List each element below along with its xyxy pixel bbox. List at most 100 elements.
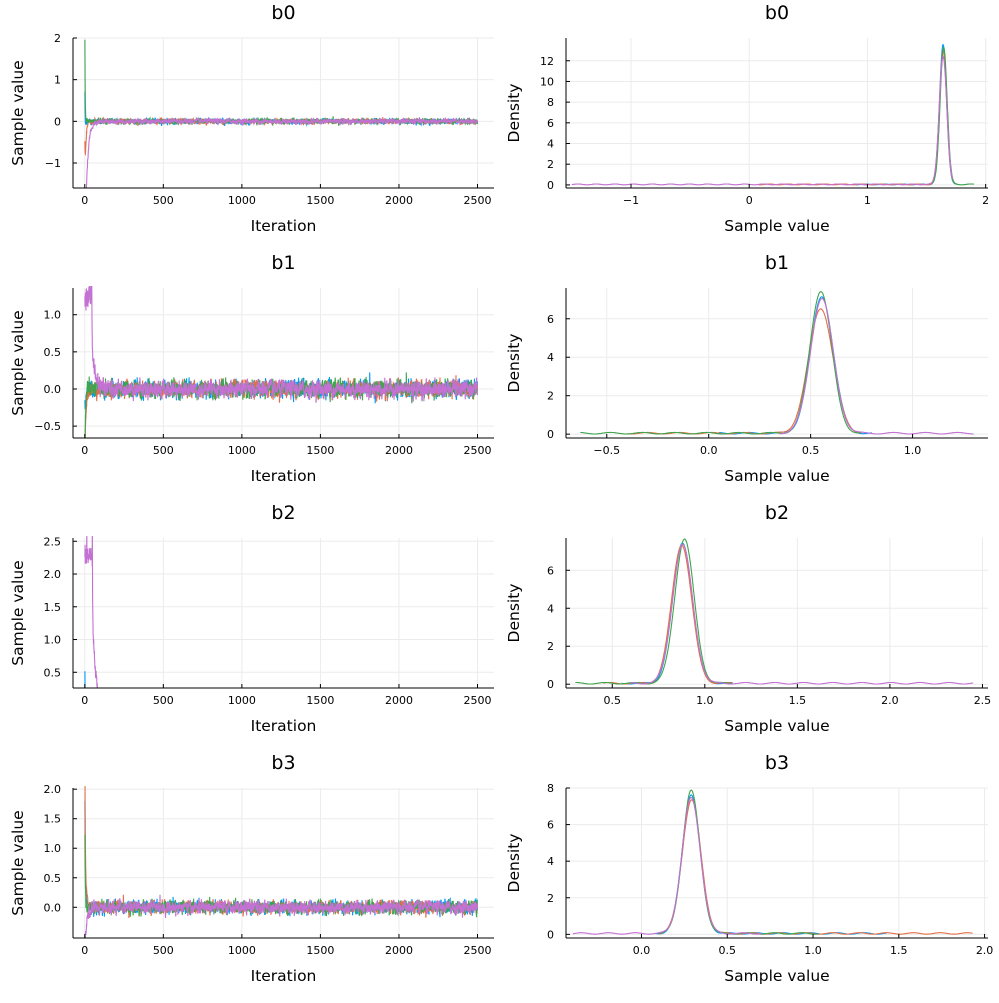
series-chain-3 xyxy=(84,39,478,127)
panel-density-b1: −0.5 0.0 0.5 1.0 0 2 4 6 b1 Sample value Density xyxy=(505,252,988,485)
y-axis-label: Density xyxy=(505,84,523,143)
y-tick-label: 2.0 xyxy=(44,568,62,581)
x-tick-label: 2000 xyxy=(385,944,413,957)
panel-title: b0 xyxy=(765,2,789,24)
series-chain-3 xyxy=(575,538,733,685)
series-chain-4 xyxy=(84,894,479,938)
x-tick-label: −1 xyxy=(623,194,639,207)
y-tick-label: 0 xyxy=(547,179,554,192)
y-tick-label: 6 xyxy=(547,117,554,130)
x-tick-label: 0 xyxy=(81,194,88,207)
x-axis-label: Iteration xyxy=(251,717,317,735)
x-tick-label: 0 xyxy=(81,944,88,957)
x-tick-label: 0 xyxy=(81,694,88,707)
x-axis-label: Sample value xyxy=(724,467,829,485)
series-chain-2 xyxy=(627,308,862,435)
series-chain-2 xyxy=(758,50,958,186)
y-tick-label: 2 xyxy=(547,390,554,403)
y-tick-label: 2 xyxy=(54,32,61,45)
x-tick-label: −0.5 xyxy=(593,444,620,457)
y-tick-label: 0 xyxy=(54,115,61,128)
x-axis-label: Iteration xyxy=(251,967,317,985)
y-tick-label: 12 xyxy=(540,55,554,68)
y-tick-label: 8 xyxy=(547,96,554,109)
y-axis-label: Density xyxy=(505,334,523,393)
panel-trace-b2: 0 500 1000 1500 2000 2500 0.5 1.0 1.5 2.0 2.5 b2 Ite… xyxy=(9,502,494,735)
x-tick-label: 1500 xyxy=(306,444,334,457)
x-tick-label: 1500 xyxy=(306,694,334,707)
series-chain-2 xyxy=(85,691,478,717)
x-tick-label: 0.5 xyxy=(802,444,820,457)
y-axis-label: Sample value xyxy=(9,560,27,665)
series-chain-2 xyxy=(84,786,479,919)
panel-title: b3 xyxy=(765,752,789,774)
x-tick-label: 2 xyxy=(982,194,989,207)
y-tick-label: 4 xyxy=(547,351,554,364)
x-tick-label: 2000 xyxy=(385,444,413,457)
y-tick-label: 10 xyxy=(540,75,554,88)
x-tick-label: 2500 xyxy=(464,694,492,707)
series-chain-4 xyxy=(630,543,974,685)
x-tick-label: 2.0 xyxy=(881,694,899,707)
panel-title: b1 xyxy=(765,252,789,274)
series-chain-3 xyxy=(85,693,478,719)
x-tick-label: 1.5 xyxy=(890,944,908,957)
y-tick-label: 2 xyxy=(547,892,554,905)
y-tick-label: 1 xyxy=(54,74,61,87)
series-chain-4 xyxy=(84,536,98,688)
y-tick-label: 2.0 xyxy=(44,783,62,796)
series-chain-3 xyxy=(658,789,819,935)
x-tick-label: 1000 xyxy=(228,194,256,207)
x-tick-label: 0.5 xyxy=(719,944,737,957)
y-tick-label: 0 xyxy=(547,678,554,691)
x-tick-label: 500 xyxy=(153,944,174,957)
y-tick-label: 4 xyxy=(547,138,554,151)
panel-title: b3 xyxy=(271,752,295,774)
y-axis-label: Density xyxy=(505,834,523,893)
panel-title: b0 xyxy=(271,2,295,24)
x-tick-label: 0.0 xyxy=(700,444,718,457)
panel-title: b2 xyxy=(765,502,789,524)
x-tick-label: 1000 xyxy=(228,944,256,957)
y-tick-label: 4 xyxy=(547,855,554,868)
y-tick-label: 0.5 xyxy=(44,872,62,885)
y-axis-label: Sample value xyxy=(9,810,27,915)
panel-title: b2 xyxy=(271,502,295,524)
y-tick-label: −0.5 xyxy=(34,420,61,433)
panel-trace-b3: 0 500 1000 1500 2000 2500 0.0 0.5 1.0 1.5 2.0 b3 Ite… xyxy=(9,752,494,985)
y-axis-label: Sample value xyxy=(9,310,27,415)
panel-trace-b1: 0 500 1000 1500 2000 2500 −0.5 0.0 0.5 1.0 b1 Itera… xyxy=(9,252,494,485)
series-chain-2 xyxy=(658,799,973,935)
series-chain-4 xyxy=(85,116,479,188)
x-tick-label: 500 xyxy=(153,694,174,707)
series-chain-4 xyxy=(780,297,974,435)
y-tick-label: 1.5 xyxy=(44,813,62,826)
panel-trace-b0: 0 500 1000 1500 2000 2500 −1 0 1 2 b0 Iteration Samp… xyxy=(9,2,494,235)
y-tick-label: 6 xyxy=(547,313,554,326)
x-tick-label: 1000 xyxy=(228,694,256,707)
series-chain-4 xyxy=(84,286,479,403)
x-tick-label: 0.5 xyxy=(604,694,622,707)
y-axis-label: Sample value xyxy=(9,60,27,165)
x-tick-label: 0 xyxy=(81,444,88,457)
y-tick-label: 2.5 xyxy=(44,535,62,548)
x-axis-label: Sample value xyxy=(724,967,829,985)
x-axis-label: Iteration xyxy=(251,217,317,235)
y-tick-label: 1.5 xyxy=(44,601,62,614)
y-tick-label: 6 xyxy=(547,819,554,832)
x-tick-label: 2500 xyxy=(464,944,492,957)
series-chain-2 xyxy=(603,544,733,685)
y-tick-label: 0.5 xyxy=(44,346,62,359)
x-tick-label: 500 xyxy=(153,444,174,457)
x-tick-label: 1500 xyxy=(306,194,334,207)
x-tick-label: 1500 xyxy=(306,944,334,957)
x-tick-label: 0 xyxy=(746,194,753,207)
x-tick-label: 1000 xyxy=(228,444,256,457)
x-axis-label: Iteration xyxy=(251,467,317,485)
y-tick-label: 6 xyxy=(547,564,554,577)
y-tick-label: 8 xyxy=(547,782,554,795)
y-tick-label: 0.0 xyxy=(44,383,62,396)
series-chain-1 xyxy=(84,671,86,688)
